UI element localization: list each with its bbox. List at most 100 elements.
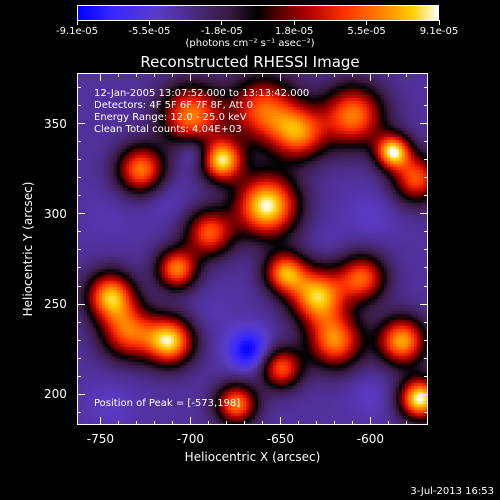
x-minor-tick-top bbox=[315, 73, 317, 77]
y-minor-tick bbox=[77, 123, 81, 125]
x-minor-tick bbox=[171, 421, 173, 425]
x-minor-tick bbox=[333, 421, 335, 425]
y-minor-tick bbox=[77, 339, 81, 341]
y-tick bbox=[77, 213, 85, 215]
x-minor-tick-top bbox=[405, 73, 407, 77]
x-tick-label: -750 bbox=[86, 432, 115, 446]
y-minor-tick-right bbox=[424, 195, 428, 197]
y-tick bbox=[77, 303, 85, 305]
colorbar-tick-label: 5.5e-05 bbox=[347, 26, 386, 37]
timestamp: 3-Jul-2013 16:53 bbox=[410, 486, 494, 497]
colorbar-tick-label: -9.1e-05 bbox=[56, 26, 98, 37]
x-minor-tick-top bbox=[135, 73, 137, 77]
x-minor-tick-top bbox=[171, 73, 173, 77]
peak-position: Position of Peak = [-573,198] bbox=[94, 398, 241, 409]
x-minor-tick bbox=[153, 421, 155, 425]
y-tick-label: 200 bbox=[44, 387, 67, 402]
y-minor-tick bbox=[77, 267, 81, 269]
y-minor-tick-right bbox=[424, 159, 428, 161]
y-minor-tick bbox=[77, 213, 81, 215]
x-minor-tick bbox=[387, 421, 389, 425]
colorbar-tick bbox=[221, 20, 223, 25]
x-minor-tick bbox=[261, 421, 263, 425]
y-minor-tick bbox=[77, 177, 81, 179]
colorbar-tick-label: 1.8e-05 bbox=[274, 26, 314, 37]
x-minor-tick bbox=[243, 421, 245, 425]
colorbar-tick-label: -1.8e-05 bbox=[200, 26, 243, 37]
x-minor-tick-top bbox=[333, 73, 335, 77]
x-minor-tick-top bbox=[153, 73, 155, 77]
colorbar-tick bbox=[76, 20, 78, 25]
y-minor-tick-right bbox=[424, 213, 428, 215]
x-minor-tick bbox=[351, 421, 353, 425]
y-minor-tick bbox=[77, 321, 81, 323]
x-minor-tick-top bbox=[351, 73, 353, 77]
y-axis-title: Heliocentric Y (arcsec) bbox=[21, 181, 35, 317]
plot-title: Reconstructed RHESSI Image bbox=[140, 53, 360, 71]
plot-area bbox=[77, 73, 428, 425]
colorbar-tick-label: -5.5e-05 bbox=[128, 26, 171, 37]
y-minor-tick bbox=[77, 393, 81, 395]
x-minor-tick bbox=[225, 421, 227, 425]
y-minor-tick-right bbox=[424, 86, 428, 88]
y-minor-tick bbox=[77, 357, 81, 359]
y-tick-label: 250 bbox=[44, 297, 67, 312]
y-minor-tick-right bbox=[424, 357, 428, 359]
y-minor-tick bbox=[77, 104, 81, 106]
info-time: 12-Jan-2005 13:07:52.000 to 13:13:42.000 bbox=[94, 88, 310, 99]
y-minor-tick-right bbox=[424, 177, 428, 179]
x-axis-title: Heliocentric X (arcsec) bbox=[184, 450, 321, 464]
x-minor-tick bbox=[279, 421, 281, 425]
colorbar-tick-label: 9.1e-05 bbox=[419, 26, 459, 37]
y-minor-tick bbox=[77, 141, 81, 143]
y-tick bbox=[77, 393, 85, 395]
x-tick-top bbox=[189, 73, 191, 81]
y-minor-tick-right bbox=[424, 267, 428, 269]
y-minor-tick bbox=[77, 195, 81, 197]
colorbar bbox=[77, 5, 439, 21]
x-minor-tick bbox=[189, 421, 191, 425]
y-minor-tick-right bbox=[424, 303, 428, 305]
heatmap-image bbox=[78, 74, 427, 424]
y-minor-tick bbox=[77, 86, 81, 88]
x-minor-tick-top bbox=[369, 73, 371, 77]
x-minor-tick bbox=[315, 421, 317, 425]
x-minor-tick bbox=[135, 421, 137, 425]
x-tick-label: -650 bbox=[266, 432, 295, 446]
x-minor-tick-top bbox=[189, 73, 191, 77]
x-tick-label: -700 bbox=[176, 432, 205, 446]
y-minor-tick bbox=[77, 285, 81, 287]
x-tick-top bbox=[279, 73, 281, 81]
x-minor-tick bbox=[99, 421, 101, 425]
colorbar-tick bbox=[366, 20, 368, 25]
x-minor-tick-top bbox=[297, 73, 299, 77]
y-minor-tick-right bbox=[424, 231, 428, 233]
y-minor-tick-right bbox=[424, 285, 428, 287]
colorbar-units: (photons cm⁻² s⁻¹ asec⁻²) bbox=[185, 38, 315, 49]
x-minor-tick-top bbox=[261, 73, 263, 77]
y-minor-tick-right bbox=[424, 104, 428, 106]
x-minor-tick bbox=[117, 421, 119, 425]
x-minor-tick-top bbox=[225, 73, 227, 77]
x-minor-tick-top bbox=[279, 73, 281, 77]
x-minor-tick-top bbox=[243, 73, 245, 77]
y-minor-tick-right bbox=[424, 375, 428, 377]
y-minor-tick-right bbox=[424, 141, 428, 143]
y-tick-label: 300 bbox=[44, 206, 67, 221]
x-minor-tick bbox=[297, 421, 299, 425]
y-minor-tick bbox=[77, 159, 81, 161]
y-tick-label: 350 bbox=[44, 116, 67, 131]
x-minor-tick-top bbox=[207, 73, 209, 77]
y-minor-tick-right bbox=[424, 249, 428, 251]
y-minor-tick-right bbox=[424, 339, 428, 341]
info-energy: Energy Range: 12.0 - 25.0 keV bbox=[94, 112, 247, 123]
y-minor-tick bbox=[77, 231, 81, 233]
y-minor-tick bbox=[77, 249, 81, 251]
info-clean: Clean Total counts: 4.04E+03 bbox=[94, 124, 242, 135]
x-tick-top bbox=[369, 73, 371, 81]
colorbar-tick bbox=[293, 20, 295, 25]
x-tick-top bbox=[99, 73, 101, 81]
y-minor-tick-right bbox=[424, 321, 428, 323]
x-minor-tick-top bbox=[117, 73, 119, 77]
x-minor-tick-top bbox=[387, 73, 389, 77]
